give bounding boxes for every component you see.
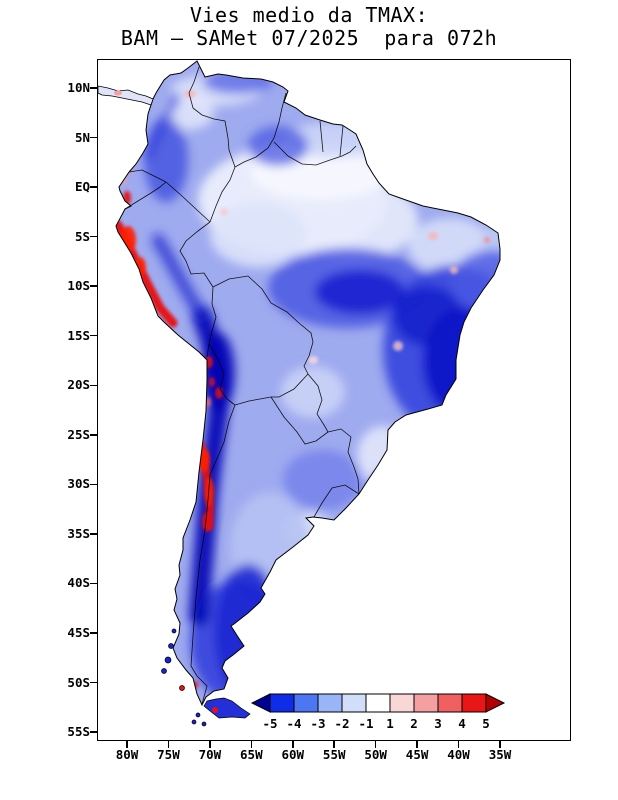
lon-tick-label: 60W	[271, 748, 315, 762]
lon-tick-label: 70W	[188, 748, 232, 762]
lat-tick-mark	[90, 186, 97, 188]
colorbar-segment	[342, 694, 366, 712]
lat-tick-label: 20S	[48, 377, 90, 393]
colorbar-legend: -5 -4 -3 -2 -1 1 2 3 4 5	[250, 692, 508, 736]
lon-tick-mark	[126, 741, 128, 748]
colorbar-label: -5	[262, 716, 277, 731]
lon-tick-label: 40W	[437, 748, 481, 762]
lat-tick-mark	[90, 87, 97, 89]
colorbar-label: -3	[310, 716, 325, 731]
colorbar-segment	[318, 694, 342, 712]
lon-tick-label: 45W	[395, 748, 439, 762]
lat-tick-mark	[90, 484, 97, 486]
colorbar-label: 2	[410, 716, 418, 731]
lat-tick-mark	[90, 533, 97, 535]
figure-page: Vies medio da TMAX: BAM – SAMet 07/2025 …	[0, 0, 618, 800]
colorbar-segment	[462, 694, 486, 712]
colorbar-segment	[414, 694, 438, 712]
panama-isthmus	[98, 86, 153, 105]
colorbar-label: -2	[334, 716, 349, 731]
lat-tick-mark	[90, 285, 97, 287]
colorbar-arrow-right	[486, 694, 504, 712]
colorbar-label: 1	[386, 716, 394, 731]
colorbar-arrow-left	[252, 694, 270, 712]
lat-tick-label: 15S	[48, 328, 90, 344]
lon-tick-mark	[375, 741, 377, 748]
lat-tick-mark	[90, 385, 97, 387]
continent-field	[98, 61, 553, 726]
lat-tick-label: 30S	[48, 476, 90, 492]
lat-tick-label: 55S	[48, 724, 90, 740]
lat-tick-label: 10S	[48, 278, 90, 294]
lat-tick-mark	[90, 434, 97, 436]
lon-tick-mark	[333, 741, 335, 748]
page-subtitle: BAM – SAMet 07/2025 para 072h	[0, 26, 618, 50]
lon-tick-label: 55W	[312, 748, 356, 762]
colorbar-label: 4	[458, 716, 466, 731]
lon-tick-label: 80W	[105, 748, 149, 762]
colorbar-segment	[270, 694, 294, 712]
colorbar-label: -4	[286, 716, 301, 731]
lon-tick-mark	[292, 741, 294, 748]
colorbar-segment	[390, 694, 414, 712]
page-title: Vies medio da TMAX:	[0, 3, 618, 27]
colorbar-segment	[294, 694, 318, 712]
lat-tick-mark	[90, 335, 97, 337]
lat-tick-label: 5N	[48, 130, 90, 146]
lat-tick-label: 40S	[48, 575, 90, 591]
colorbar-svg: -5 -4 -3 -2 -1 1 2 3 4 5	[250, 692, 506, 736]
lon-tick-label: 65W	[229, 748, 273, 762]
lat-tick-label: EQ	[48, 179, 90, 195]
colorbar-label: -1	[358, 716, 373, 731]
lon-tick-mark	[499, 741, 501, 748]
lat-tick-label: 35S	[48, 526, 90, 542]
colorbar-label: 5	[482, 716, 490, 731]
lon-tick-mark	[168, 741, 170, 748]
lat-tick-mark	[90, 236, 97, 238]
lon-tick-mark	[458, 741, 460, 748]
lon-tick-label: 35W	[478, 748, 522, 762]
colorbar-label: 3	[434, 716, 442, 731]
lat-tick-label: 45S	[48, 625, 90, 641]
south-america-map	[98, 60, 570, 740]
lon-tick-label: 75W	[146, 748, 190, 762]
lat-tick-mark	[90, 583, 97, 585]
lat-tick-mark	[90, 137, 97, 139]
colorbar-segment	[438, 694, 462, 712]
lon-tick-mark	[416, 741, 418, 748]
lat-tick-label: 50S	[48, 675, 90, 691]
lat-tick-mark	[90, 731, 97, 733]
lat-tick-mark	[90, 632, 97, 634]
colorbar-segment	[366, 694, 390, 712]
lon-tick-mark	[209, 741, 211, 748]
lon-tick-label: 50W	[354, 748, 398, 762]
lat-tick-mark	[90, 682, 97, 684]
lon-tick-mark	[251, 741, 253, 748]
lat-tick-label: 10N	[48, 80, 90, 96]
lat-tick-label: 5S	[48, 229, 90, 245]
lat-tick-label: 25S	[48, 427, 90, 443]
